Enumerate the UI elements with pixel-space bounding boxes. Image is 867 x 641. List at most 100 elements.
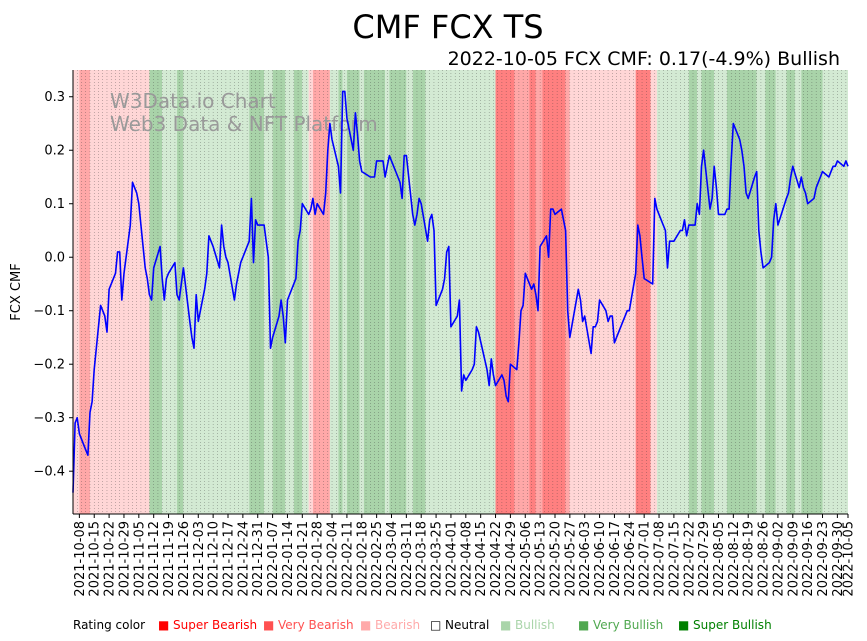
legend-swatch: ■ bbox=[678, 618, 689, 632]
x-tick-label: 2022-01-21 bbox=[296, 521, 311, 597]
y-tick-label: 0.1 bbox=[44, 197, 65, 212]
x-tick-label: 2022-09-02 bbox=[771, 521, 786, 597]
y-axis-label: FCX CMF bbox=[9, 263, 24, 320]
x-tick-label: 2022-08-05 bbox=[712, 521, 727, 597]
rating-band bbox=[329, 70, 339, 514]
x-tick-label: 2022-08-19 bbox=[742, 521, 757, 597]
rating-band bbox=[794, 70, 802, 514]
legend-label: Super Bearish bbox=[173, 618, 257, 632]
x-tick-label: 2021-12-03 bbox=[192, 521, 207, 597]
x-axis-ticks: 2021-10-08 2021-10-15 2021-10-22 2021-10-29… bbox=[73, 514, 857, 597]
watermark-line-1: W3Data.io Chart bbox=[110, 89, 276, 113]
rating-band bbox=[714, 70, 727, 514]
x-tick-label: 2021-12-17 bbox=[222, 521, 237, 597]
x-tick-label: 2022-07-08 bbox=[653, 521, 668, 597]
rating-band bbox=[495, 70, 515, 514]
x-tick-label: 2022-02-25 bbox=[370, 521, 385, 597]
rating-band bbox=[697, 70, 702, 514]
legend-label: Very Bearish bbox=[278, 618, 354, 632]
rating-band bbox=[701, 70, 715, 514]
x-tick-label: 2021-12-24 bbox=[236, 521, 251, 597]
y-tick-label: −0.2 bbox=[33, 358, 65, 373]
x-tick-label: 2022-04-22 bbox=[489, 521, 504, 597]
y-tick-label: −0.1 bbox=[33, 304, 65, 319]
legend-swatch: ■ bbox=[578, 618, 589, 632]
legend-swatch: ■ bbox=[500, 618, 511, 632]
x-tick-label: 2022-01-07 bbox=[266, 521, 281, 597]
x-tick-label: 2021-11-19 bbox=[162, 521, 177, 597]
y-axis-ticks: 0.3 0.2 0.1 0.0 −0.1 −0.2 −0.3 −0.4 bbox=[33, 90, 73, 480]
date-gridlines bbox=[76, 70, 847, 514]
watermark: W3Data.io Chart Web3 Data & NFT Platform bbox=[110, 89, 378, 136]
y-tick-label: 0.0 bbox=[44, 251, 65, 266]
x-tick-label: 2021-10-08 bbox=[73, 521, 88, 597]
x-tick-label: 2022-03-18 bbox=[415, 521, 430, 597]
x-tick-label: 2021-11-26 bbox=[177, 521, 192, 597]
legend: Rating color ■ Super Bearish ■ Very Bearish… bbox=[73, 618, 772, 632]
x-tick-label: 2022-07-15 bbox=[667, 521, 682, 597]
x-tick-label: 2022-05-13 bbox=[534, 521, 549, 597]
x-tick-label: 2022-04-15 bbox=[474, 521, 489, 597]
x-tick-label: 2021-11-12 bbox=[147, 521, 162, 597]
rating-band bbox=[149, 70, 163, 514]
x-tick-label: 2022-02-04 bbox=[326, 521, 341, 597]
x-tick-label: 2022-03-25 bbox=[430, 521, 445, 597]
x-tick-label: 2022-05-20 bbox=[549, 521, 564, 597]
rating-band bbox=[656, 70, 689, 514]
x-tick-label: 2022-05-27 bbox=[563, 521, 578, 597]
rating-band bbox=[542, 70, 566, 514]
rating-band bbox=[79, 70, 90, 514]
x-tick-label: 2022-08-26 bbox=[757, 521, 772, 597]
x-tick-label: 2021-10-15 bbox=[88, 521, 103, 597]
legend-label: Bullish bbox=[515, 618, 555, 632]
legend-swatch: □ bbox=[430, 618, 441, 632]
y-tick-label: 0.3 bbox=[44, 90, 65, 105]
x-tick-label: 2021-10-22 bbox=[103, 521, 118, 597]
x-tick-label: 2022-07-29 bbox=[697, 521, 712, 597]
y-tick-label: 0.2 bbox=[44, 144, 65, 159]
rating-band bbox=[514, 70, 530, 514]
rating-bands bbox=[73, 70, 848, 514]
rating-band bbox=[389, 70, 407, 514]
x-tick-label: 2022-06-03 bbox=[578, 521, 593, 597]
x-tick-label: 2022-09-09 bbox=[786, 521, 801, 597]
rating-band bbox=[635, 70, 651, 514]
y-tick-label: −0.4 bbox=[33, 465, 65, 480]
cmf-series-line bbox=[72, 90, 849, 493]
x-tick-label: 2022-03-11 bbox=[400, 521, 415, 597]
rating-band bbox=[569, 70, 636, 514]
rating-band bbox=[162, 70, 178, 514]
x-tick-label: 2022-07-01 bbox=[638, 521, 653, 597]
x-tick-label: 2022-04-08 bbox=[459, 521, 474, 597]
rating-band bbox=[529, 70, 536, 514]
x-tick-label: 2022-07-22 bbox=[682, 521, 697, 597]
x-tick-label: 2022-03-04 bbox=[385, 521, 400, 597]
rating-band bbox=[650, 70, 657, 514]
x-tick-label: 2022-10-05 bbox=[842, 521, 857, 597]
x-tick-label: 2022-04-01 bbox=[444, 521, 459, 597]
rating-band bbox=[822, 70, 848, 514]
x-tick-label: 2021-12-31 bbox=[251, 521, 266, 597]
rating-band bbox=[272, 70, 286, 514]
rating-band bbox=[249, 70, 265, 514]
rating-band bbox=[412, 70, 426, 514]
x-tick-label: 2022-09-16 bbox=[801, 521, 816, 597]
legend-swatch: ■ bbox=[360, 618, 371, 632]
rating-band bbox=[183, 70, 250, 514]
x-tick-label: 2022-04-29 bbox=[504, 521, 519, 597]
legend-title: Rating color bbox=[73, 618, 145, 632]
x-tick-label: 2022-09-30 bbox=[831, 521, 846, 597]
x-tick-label: 2022-08-12 bbox=[727, 521, 742, 597]
rating-band bbox=[765, 70, 776, 514]
rating-band bbox=[406, 70, 413, 514]
x-tick-label: 2022-09-23 bbox=[816, 521, 831, 597]
x-tick-label: 2022-06-10 bbox=[593, 521, 608, 597]
x-tick-label: 2021-12-10 bbox=[207, 521, 222, 597]
legend-label: Very Bullish bbox=[593, 618, 663, 632]
x-tick-label: 2022-06-17 bbox=[608, 521, 623, 597]
legend-swatch: ■ bbox=[263, 618, 274, 632]
rating-band bbox=[312, 70, 330, 514]
x-tick-label: 2022-02-11 bbox=[340, 521, 355, 597]
x-tick-label: 2022-05-06 bbox=[519, 521, 534, 597]
